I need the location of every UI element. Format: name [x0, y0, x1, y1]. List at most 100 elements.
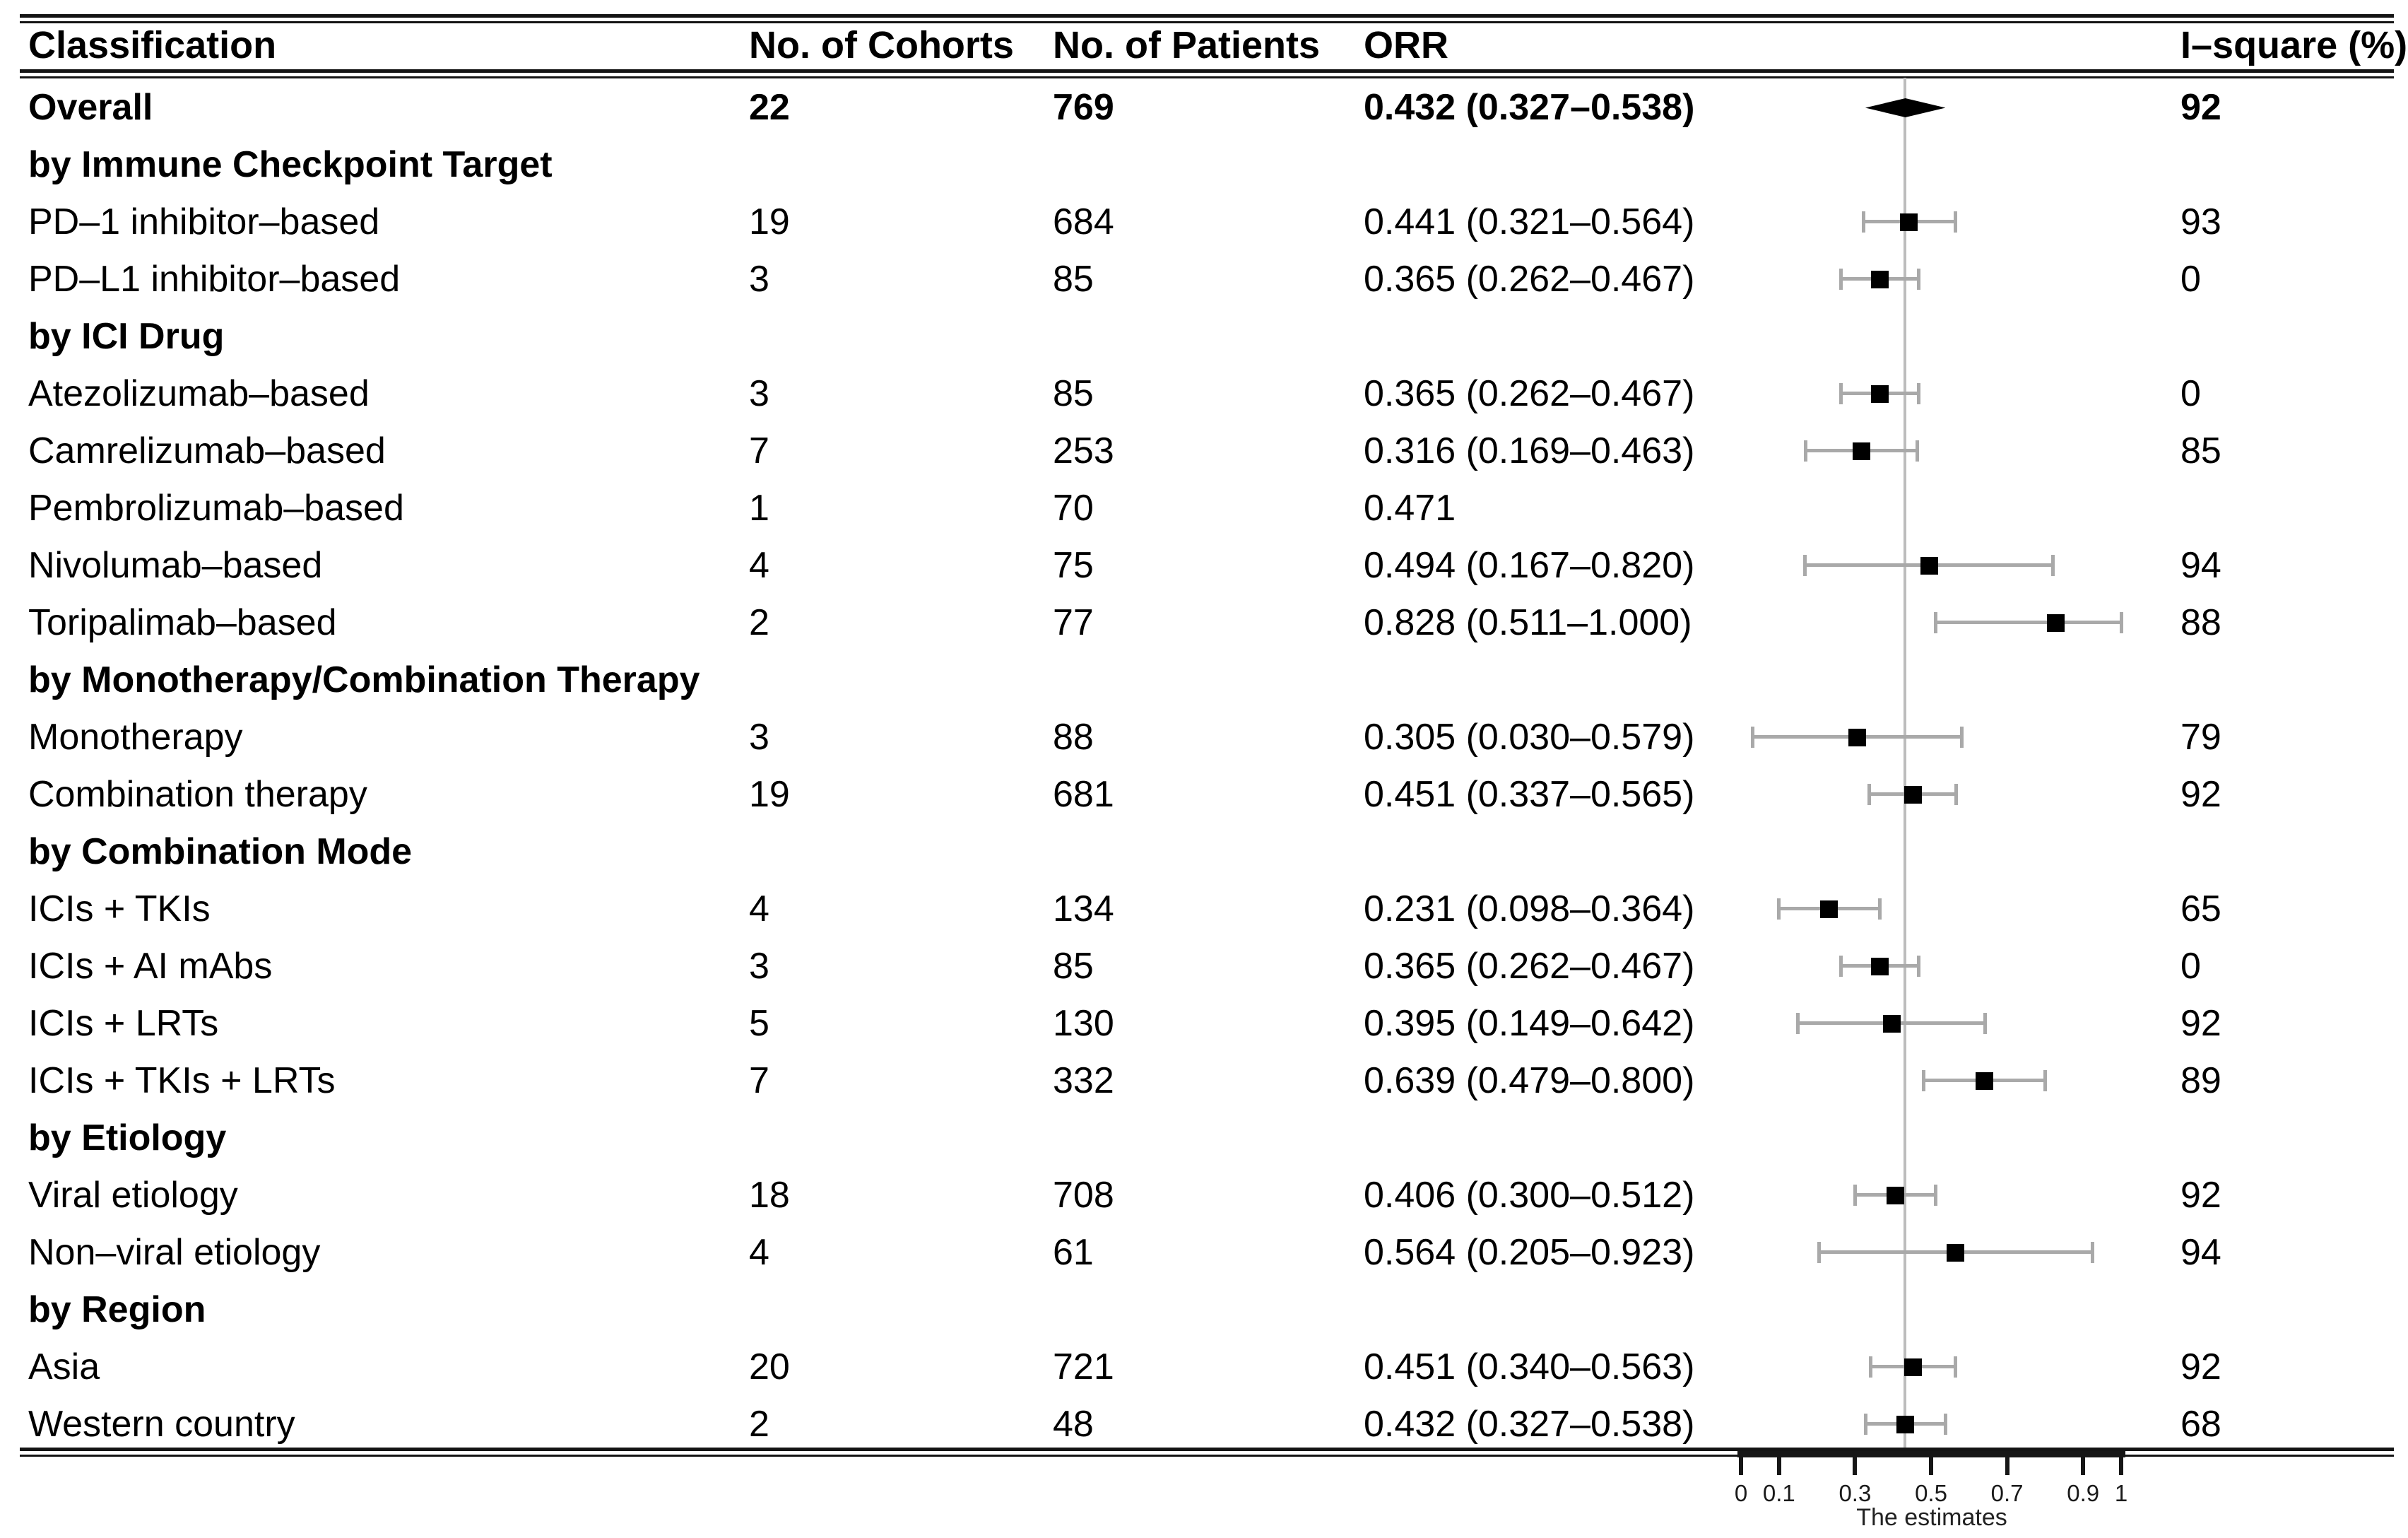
cell-cohorts: 4	[749, 545, 769, 586]
estimate-marker	[1887, 1187, 1905, 1204]
ci-cap-low	[1802, 555, 1807, 576]
cell-orr-text: 0.471	[1364, 488, 1456, 529]
cell-label: Atezolizumab–based	[28, 373, 370, 414]
ci-cap-high	[1877, 898, 1882, 920]
cell-i-square: 88	[2180, 602, 2221, 643]
estimate-marker	[1848, 729, 1867, 746]
ci-cap-high	[1917, 269, 1921, 290]
axis-tick	[2119, 1452, 2123, 1475]
cell-patients: 61	[1053, 1232, 1094, 1273]
axis-tick	[1929, 1452, 1933, 1475]
cell-cohorts: 5	[749, 1003, 769, 1044]
cell-label: PD–L1 inhibitor–based	[28, 259, 401, 300]
header-bottom-rule	[20, 69, 2394, 78]
cell-orr-text: 0.316 (0.169–0.463)	[1364, 430, 1695, 471]
cell-patients: 684	[1053, 201, 1114, 242]
cell-cohorts: 19	[749, 201, 790, 242]
ci-cap-high	[2120, 612, 2123, 633]
cell-label: by ICI Drug	[28, 316, 225, 357]
estimate-marker	[1882, 1015, 1901, 1033]
cell-label: by Region	[28, 1289, 206, 1330]
cell-orr-text: 0.828 (0.511–1.000)	[1364, 602, 1692, 643]
axis-tick	[1739, 1452, 1743, 1475]
cell-patients: 681	[1053, 774, 1114, 815]
cell-patients: 708	[1053, 1175, 1114, 1216]
axis-tick	[2081, 1452, 2086, 1475]
cell-label: by Monotherapy/Combination Therapy	[28, 659, 700, 700]
cell-orr-text: 0.365 (0.262–0.467)	[1364, 373, 1695, 414]
column-header-isquare: I–square (%)	[2180, 24, 2408, 66]
overall-summary-diamond	[1865, 98, 1946, 117]
cell-label: by Immune Checkpoint Target	[28, 144, 553, 185]
cell-cohorts: 4	[749, 888, 769, 929]
ci-cap-high	[2043, 1070, 2048, 1091]
cell-orr-text: 0.494 (0.167–0.820)	[1364, 545, 1695, 586]
cell-patients: 332	[1053, 1060, 1114, 1101]
axis-tick-label: 1	[2114, 1480, 2128, 1506]
ci-cap-high	[2051, 555, 2055, 576]
ci-cap-low	[1921, 1070, 1925, 1091]
cell-i-square: 92	[2180, 1003, 2221, 1044]
ci-whisker	[1935, 621, 2121, 624]
column-header-orr: ORR	[1364, 24, 1448, 66]
ci-cap-high	[1983, 1013, 1988, 1034]
cell-orr-text: 0.365 (0.262–0.467)	[1364, 259, 1695, 300]
cell-i-square: 92	[2180, 1175, 2221, 1216]
cell-orr-text: 0.305 (0.030–0.579)	[1364, 717, 1695, 758]
axis-tick-label: 0.5	[1915, 1480, 1947, 1506]
cell-label: Toripalimab–based	[28, 602, 337, 643]
reference-line	[1904, 78, 1906, 1453]
cell-i-square: 93	[2180, 201, 2221, 242]
cell-i-square: 89	[2180, 1060, 2221, 1101]
cell-orr-text: 0.395 (0.149–0.642)	[1364, 1003, 1695, 1044]
cell-patients: 77	[1053, 602, 1094, 643]
cell-cohorts: 7	[749, 1060, 769, 1101]
cell-label: Nivolumab–based	[28, 545, 323, 586]
column-header-classification: Classification	[28, 24, 277, 66]
cell-label: Camrelizumab–based	[28, 430, 386, 471]
cell-orr-text: 0.451 (0.337–0.565)	[1364, 774, 1695, 815]
cell-i-square: 0	[2180, 373, 2201, 414]
ci-cap-high	[1954, 784, 1958, 805]
cell-cohorts: 18	[749, 1175, 790, 1216]
axis-tick	[2005, 1452, 2009, 1475]
cell-i-square: 0	[2180, 259, 2201, 300]
cell-label: Non–viral etiology	[28, 1232, 321, 1273]
cell-label: Monotherapy	[28, 717, 243, 758]
estimate-marker	[1920, 557, 1938, 575]
cell-patients: 70	[1053, 488, 1094, 529]
estimate-marker	[1871, 958, 1889, 975]
cell-i-square: 94	[2180, 545, 2221, 586]
column-header-patients: No. of Patients	[1053, 24, 1321, 66]
cell-label: Western country	[28, 1404, 295, 1445]
column-header-cohorts: No. of Cohorts	[749, 24, 1014, 66]
axis-tick-label: 0.7	[1990, 1480, 2024, 1506]
cell-i-square: 68	[2180, 1404, 2221, 1445]
cell-patients: 85	[1053, 946, 1094, 987]
cell-label: ICIs + LRTs	[28, 1003, 219, 1044]
ci-cap-high	[1959, 727, 1964, 748]
cell-cohorts: 3	[749, 373, 769, 414]
cell-i-square: 94	[2180, 1232, 2221, 1273]
cell-label: PD–1 inhibitor–based	[28, 201, 380, 242]
estimate-marker	[1975, 1072, 1993, 1090]
ci-cap-low	[1839, 956, 1843, 977]
axis-tick-label: 0	[1734, 1480, 1748, 1506]
cell-cohorts: 1	[749, 488, 769, 529]
cell-label: ICIs + AI mAbs	[28, 946, 273, 987]
cell-patients: 88	[1053, 717, 1094, 758]
ci-cap-low	[1867, 784, 1872, 805]
axis-tick-label: 0.3	[1839, 1480, 1872, 1506]
cell-patients: 253	[1053, 430, 1114, 471]
cell-cohorts: 2	[749, 1404, 769, 1445]
cell-patients: 85	[1053, 259, 1094, 300]
cell-orr-text: 0.365 (0.262–0.467)	[1364, 946, 1695, 987]
cell-i-square: 0	[2180, 946, 2201, 987]
cell-patients: 769	[1053, 87, 1114, 128]
cell-patients: 130	[1053, 1003, 1114, 1044]
ci-cap-low	[1803, 440, 1807, 462]
ci-cap-low	[1853, 1185, 1858, 1206]
estimate-marker	[1947, 1244, 1965, 1262]
cell-orr-text: 0.639 (0.479–0.800)	[1364, 1060, 1695, 1101]
cell-cohorts: 3	[749, 717, 769, 758]
